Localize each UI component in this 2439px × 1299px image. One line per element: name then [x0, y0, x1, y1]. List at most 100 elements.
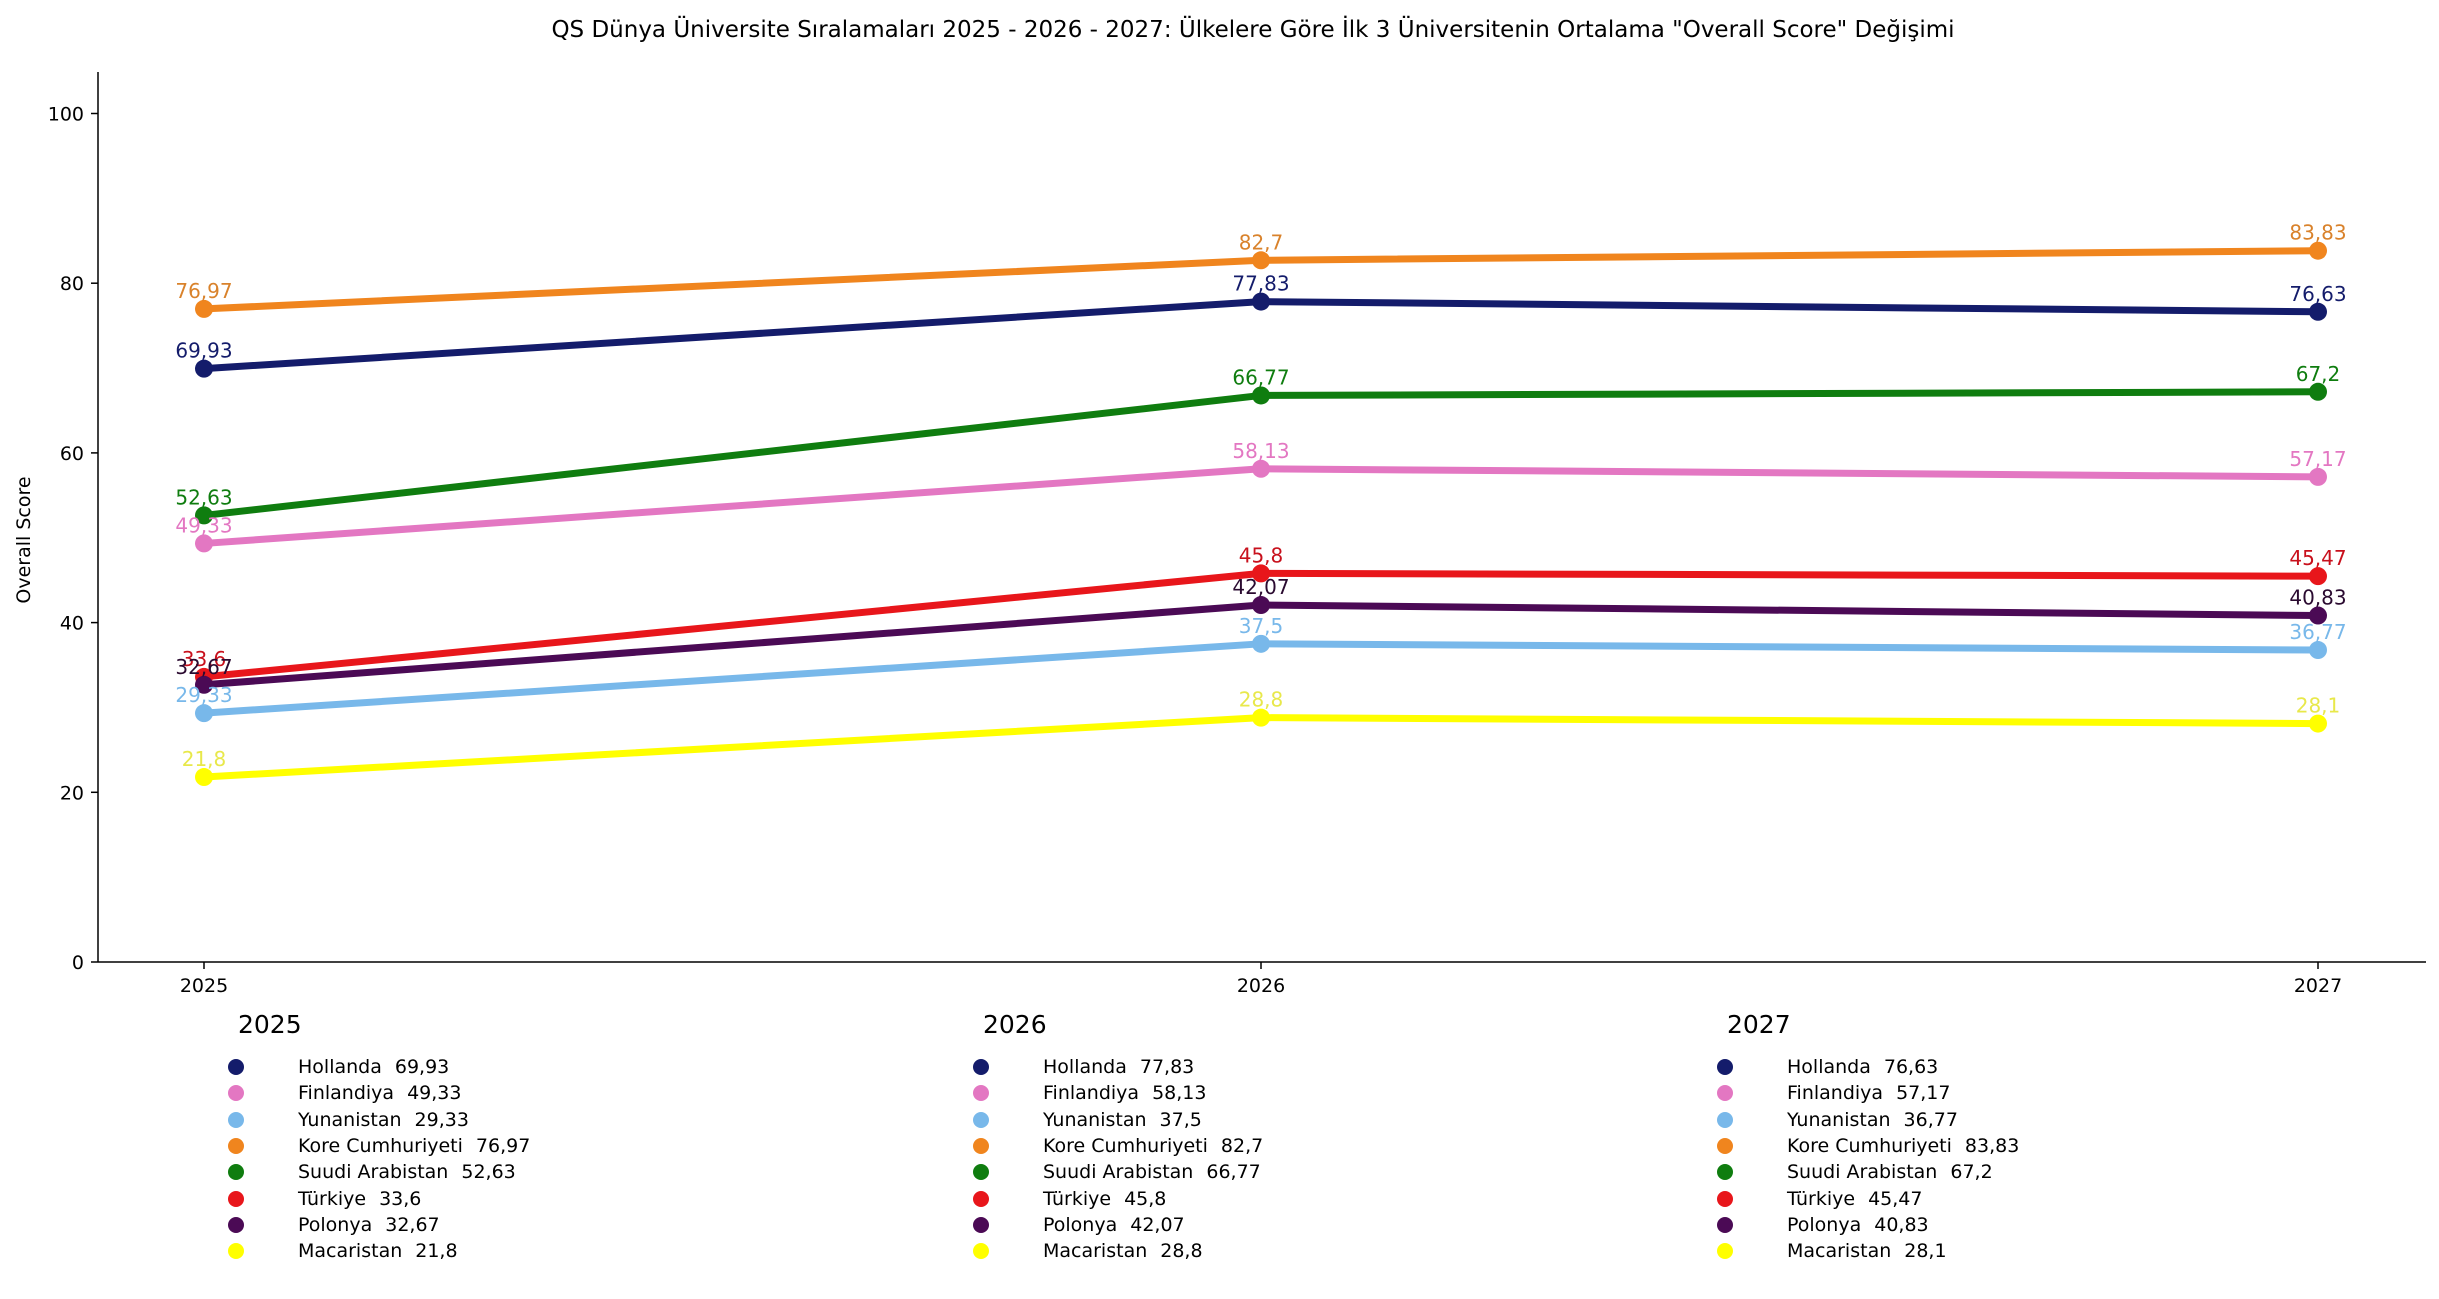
legend-marker: [1717, 1111, 1733, 1128]
y-tick-label: 20: [60, 782, 84, 804]
legend-year-title: 2025: [238, 1010, 302, 1039]
data-point-polonya: [1252, 596, 1270, 615]
data-label-kore-cumhuriyeti: 83,83: [2289, 221, 2346, 245]
legend-country: Kore Cumhuriyeti: [1787, 1135, 1952, 1158]
legend-marker: [228, 1164, 244, 1181]
y-axis-label: Overall Score: [13, 476, 35, 603]
legend-marker: [228, 1243, 244, 1260]
legend-country: Macaristan: [1787, 1240, 1892, 1263]
legend-value: 67,2: [1950, 1161, 1993, 1184]
legend-marker: [1717, 1085, 1733, 1102]
legend-country: Yunanistan: [1043, 1108, 1147, 1131]
legend-value: 57,17: [1896, 1082, 1951, 1105]
legend-marker: [1717, 1164, 1733, 1181]
data-label-macaristan: 28,1: [2296, 694, 2341, 718]
legend-country: Türkiye: [1043, 1187, 1112, 1210]
legend-value: 40,83: [1874, 1213, 1929, 1236]
legend-country: Yunanistan: [298, 1108, 402, 1131]
legend-item-hollanda: Hollanda 77,83: [973, 1054, 1393, 1080]
legend-marker: [973, 1190, 989, 1207]
legend-item-finlandiya: Finlandiya 57,17: [1717, 1080, 2137, 1106]
data-point-suudi-arabistan: [2309, 382, 2327, 401]
legend-item-polonya: Polonya 42,07: [973, 1212, 1393, 1238]
legend-value: 36,77: [1903, 1108, 1958, 1131]
data-label-kore-cumhuriyeti: 82,7: [1239, 230, 1284, 254]
legend-item-macaristan: Macaristan 28,8: [973, 1238, 1393, 1264]
legend-year-title: 2026: [983, 1010, 1047, 1039]
legend-country: Türkiye: [1787, 1187, 1856, 1210]
legend-value: 21,8: [415, 1240, 458, 1263]
data-point-t-rkiye: [1252, 564, 1270, 583]
legend-country: Polonya: [1043, 1213, 1118, 1236]
legend-country: Hollanda: [298, 1056, 382, 1079]
data-label-yunanistan: 36,77: [2289, 620, 2346, 644]
data-label-hollanda: 77,83: [1232, 272, 1289, 296]
legend-country: Hollanda: [1043, 1056, 1127, 1079]
legend-2025: 2025 Hollanda 69,93 Finlandiya 49,33 Yunanis…: [228, 1010, 648, 1264]
legend-country: Polonya: [1787, 1213, 1862, 1236]
data-point-finlandiya: [195, 534, 213, 553]
legend-value: 45,47: [1868, 1187, 1923, 1210]
data-label-suudi-arabistan: 66,77: [1232, 365, 1289, 389]
legend-country: Finlandiya: [1787, 1082, 1884, 1105]
legend-marker: [1717, 1059, 1733, 1076]
legend-value: 33,6: [379, 1187, 422, 1210]
x-axis: 2025 2026 2027: [98, 961, 2426, 997]
data-point-suudi-arabistan: [1252, 386, 1270, 405]
legend-marker: [973, 1243, 989, 1260]
data-label-suudi-arabistan: 52,63: [175, 485, 232, 509]
legend-marker: [228, 1138, 244, 1155]
legend-country: Kore Cumhuriyeti: [1043, 1135, 1208, 1158]
data-point-finlandiya: [1252, 459, 1270, 478]
legend-2027: 2027 Hollanda 76,63 Finlandiya 57,17 Yunanis…: [1717, 1010, 2137, 1264]
legend-value: 37,5: [1159, 1108, 1202, 1131]
legend-item-finlandiya: Finlandiya 58,13: [973, 1080, 1393, 1106]
legend-country: Yunanistan: [1787, 1108, 1891, 1131]
data-label-polonya: 42,07: [1232, 575, 1289, 599]
legend-marker: [1717, 1216, 1733, 1233]
legend-country: Suudi Arabistan: [1043, 1161, 1194, 1184]
legend-marker: [228, 1111, 244, 1128]
data-label-kore-cumhuriyeti: 76,97: [175, 279, 232, 303]
legend-item-kore-cumhuriyeti: Kore Cumhuriyeti 76,97: [228, 1133, 648, 1159]
legend-country: Kore Cumhuriyeti: [298, 1135, 463, 1158]
legend-item-yunanistan: Yunanistan 36,77: [1717, 1107, 2137, 1133]
y-tick-label: 60: [60, 443, 84, 465]
series-line-hollanda: [203, 298, 2319, 373]
legend-marker: [228, 1059, 244, 1076]
data-labels: 69,93 77,83 76,63 49,33 58,13 57,17 29,33 37,5 3…: [175, 221, 2346, 771]
legend-marker: [228, 1190, 244, 1207]
data-point-suudi-arabistan: [195, 506, 213, 525]
data-label-macaristan: 28,8: [1239, 688, 1284, 712]
data-point-macaristan: [1252, 708, 1270, 727]
data-point-macaristan: [195, 768, 213, 787]
legend-marker: [973, 1085, 989, 1102]
legend-country: Hollanda: [1787, 1056, 1871, 1079]
legend-item-hollanda: Hollanda 76,63: [1717, 1054, 2137, 1080]
x-tick-label: 2026: [1237, 975, 1285, 997]
legend-country: Suudi Arabistan: [1787, 1161, 1938, 1184]
legend-value: 28,1: [1904, 1240, 1947, 1263]
legend-item-hollanda: Hollanda 69,93: [228, 1054, 648, 1080]
legend-country: Finlandiya: [298, 1082, 395, 1105]
legend-marker: [973, 1059, 989, 1076]
legend-country: Polonya: [298, 1213, 373, 1236]
data-label-macaristan: 21,8: [182, 747, 227, 771]
legend-item-t-rkiye: Türkiye 33,6: [228, 1185, 648, 1211]
legend-item-polonya: Polonya 40,83: [1717, 1212, 2137, 1238]
data-label-hollanda: 76,63: [2289, 282, 2346, 306]
data-point-macaristan: [2309, 714, 2327, 733]
legend-value: 77,83: [1139, 1056, 1195, 1079]
data-label-suudi-arabistan: 67,2: [2296, 362, 2341, 386]
data-point-polonya: [195, 675, 213, 694]
legend-value: 82,7: [1220, 1135, 1264, 1158]
data-point-yunanistan: [2309, 641, 2327, 660]
data-point-yunanistan: [195, 704, 213, 723]
y-tick-label: 0: [72, 952, 84, 974]
legend-item-kore-cumhuriyeti: Kore Cumhuriyeti 82,7: [973, 1133, 1393, 1159]
data-label-polonya: 40,83: [2289, 586, 2346, 610]
legend-marker: [973, 1111, 989, 1128]
x-tick-label: 2027: [2294, 975, 2342, 997]
legend-marker: [1717, 1243, 1733, 1260]
legend-item-macaristan: Macaristan 21,8: [228, 1238, 648, 1264]
